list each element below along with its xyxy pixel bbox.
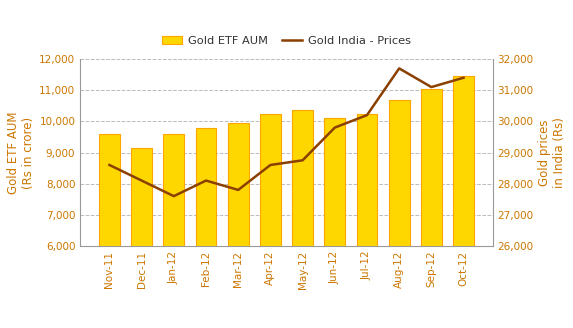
- Y-axis label: Gold ETF AUM
(Rs in crore): Gold ETF AUM (Rs in crore): [7, 111, 35, 194]
- Bar: [292, 111, 313, 328]
- Bar: [260, 113, 281, 328]
- Bar: [195, 128, 217, 328]
- Bar: [356, 113, 378, 328]
- Legend: Gold ETF AUM, Gold India - Prices: Gold ETF AUM, Gold India - Prices: [158, 31, 415, 50]
- Bar: [388, 100, 410, 328]
- Bar: [453, 76, 474, 328]
- Bar: [421, 89, 442, 328]
- Bar: [227, 123, 249, 328]
- Bar: [324, 118, 346, 328]
- Bar: [99, 134, 120, 328]
- Bar: [163, 134, 185, 328]
- Y-axis label: Gold prices
in India (Rs): Gold prices in India (Rs): [538, 117, 566, 188]
- Bar: [131, 148, 152, 328]
